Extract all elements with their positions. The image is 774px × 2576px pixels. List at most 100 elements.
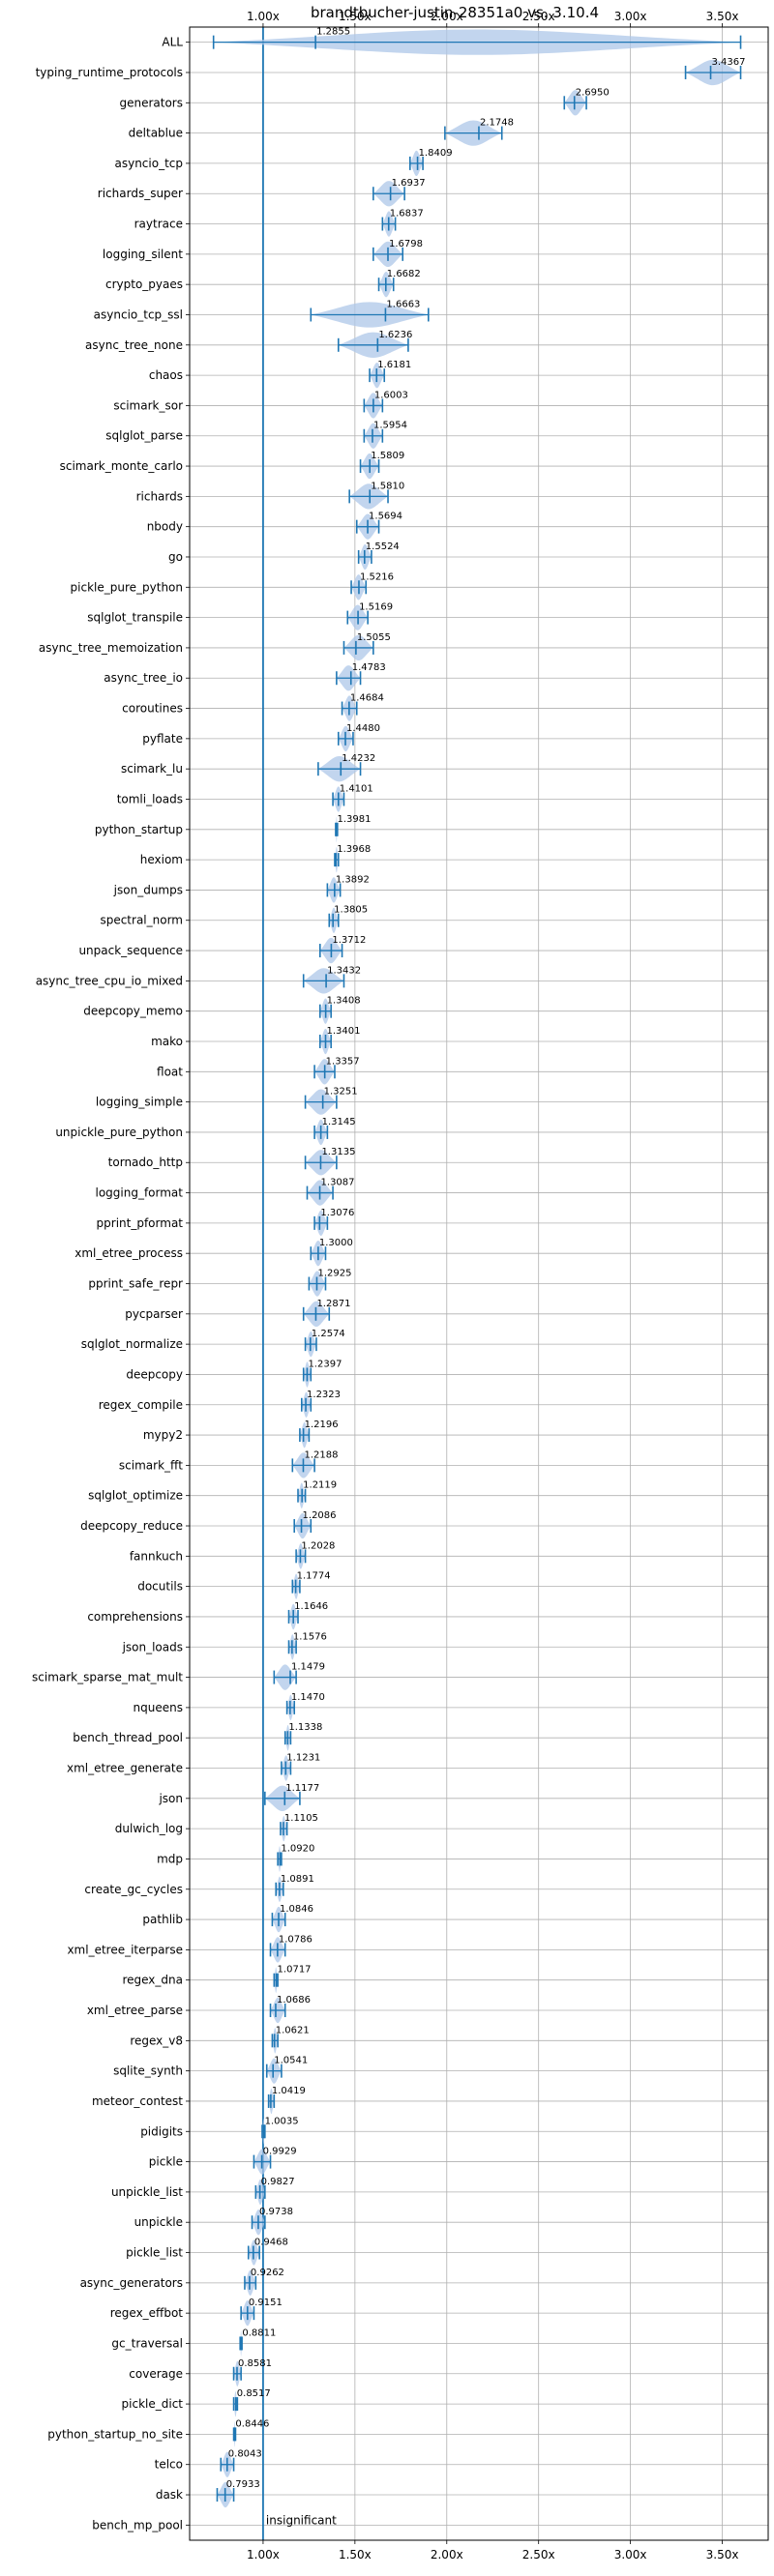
category-label: bench_mp_pool xyxy=(92,2518,183,2532)
value-label: 1.1479 xyxy=(291,1662,325,1673)
value-label: 1.4783 xyxy=(352,662,386,673)
category-label: pprint_safe_repr xyxy=(88,1277,183,1291)
value-label: 1.5169 xyxy=(359,602,393,613)
value-label: 1.3408 xyxy=(327,996,361,1007)
category-label: async_tree_cpu_io_mixed xyxy=(36,974,183,987)
value-label: 1.6682 xyxy=(387,269,421,279)
value-label: 1.3251 xyxy=(324,1087,358,1098)
category-label: json xyxy=(158,1792,183,1805)
value-label: 1.0419 xyxy=(272,2086,306,2096)
category-label: deltablue xyxy=(129,127,183,140)
x-tick-label: 2.00x xyxy=(431,10,463,23)
x-tick-label-bottom: 3.50x xyxy=(706,2548,739,2561)
category-label: telco xyxy=(155,2458,183,2472)
value-label: insignificant xyxy=(266,2513,337,2527)
category-label: unpack_sequence xyxy=(78,944,183,957)
chart-title: brandtbucher-justin-28351a0 vs. 3.10.4 xyxy=(311,4,599,21)
category-label: logging_format xyxy=(95,1186,183,1200)
category-label: mypy2 xyxy=(143,1428,183,1442)
value-label: 1.2574 xyxy=(312,1329,345,1339)
value-label: 1.3076 xyxy=(320,1208,354,1218)
category-label: nqueens xyxy=(134,1701,183,1714)
category-label: json_dumps xyxy=(113,883,183,896)
category-label: hexiom xyxy=(140,853,183,866)
value-label: 1.3712 xyxy=(332,935,366,946)
value-label: 1.4232 xyxy=(342,753,375,764)
category-label: sqlglot_parse xyxy=(105,429,183,443)
value-label: 1.2871 xyxy=(316,1299,350,1309)
category-label: float xyxy=(157,1065,183,1078)
value-label: 1.0920 xyxy=(281,1843,314,1854)
category-label: scimark_monte_carlo xyxy=(60,459,183,473)
category-label: scimark_sor xyxy=(113,398,183,412)
value-label: 1.5694 xyxy=(369,512,402,522)
category-label: meteor_contest xyxy=(92,2094,183,2108)
value-label: 0.8811 xyxy=(242,2327,276,2338)
value-label: 1.0621 xyxy=(276,2025,310,2035)
category-label: pickle_list xyxy=(126,2246,183,2260)
value-label: 1.3357 xyxy=(326,1056,360,1067)
x-tick-label: 1.00x xyxy=(247,10,280,23)
value-label: 1.3145 xyxy=(322,1117,356,1127)
category-label: regex_v8 xyxy=(130,2034,183,2047)
value-label: 1.0786 xyxy=(279,1934,313,1945)
category-label: ALL xyxy=(162,36,183,49)
x-tick-label: 2.50x xyxy=(522,10,555,23)
value-label: 1.1470 xyxy=(291,1692,325,1703)
category-label: bench_thread_pool xyxy=(73,1731,183,1744)
category-label: pprint_pformat xyxy=(97,1216,184,1230)
value-label: 1.2028 xyxy=(301,1540,335,1551)
value-label: 1.2188 xyxy=(304,1449,338,1460)
category-label: unpickle_list xyxy=(111,2185,183,2199)
value-label: 1.1338 xyxy=(288,1722,322,1733)
value-label: 1.4684 xyxy=(350,693,384,704)
x-tick-label: 3.00x xyxy=(614,10,647,23)
data-marks: 1.2855 3.4367 2.6950 2.1748 1.8409 1.6937 1.68… xyxy=(212,27,746,2540)
value-label: 1.4480 xyxy=(346,723,380,734)
value-label: 1.0686 xyxy=(277,1995,311,2005)
x-tick-label-bottom: 1.00x xyxy=(247,2548,280,2561)
value-label: 0.8517 xyxy=(237,2388,271,2399)
category-label: sqlglot_normalize xyxy=(81,1337,183,1351)
category-label: dask xyxy=(156,2488,183,2502)
value-label: 1.3000 xyxy=(319,1238,353,1248)
category-label: python_startup xyxy=(95,823,183,836)
value-label: 1.8409 xyxy=(419,148,453,159)
category-label: async_tree_none xyxy=(85,338,183,352)
value-label: 1.4101 xyxy=(340,783,373,794)
value-label: 1.0717 xyxy=(278,1965,312,1976)
value-label: 0.9262 xyxy=(251,2268,284,2278)
category-label: logging_simple xyxy=(96,1096,183,1109)
value-label: 1.6663 xyxy=(386,299,420,309)
value-label: 2.1748 xyxy=(480,118,514,129)
value-label: 1.2086 xyxy=(303,1510,337,1521)
value-label: 2.6950 xyxy=(576,87,610,98)
value-label: 1.2119 xyxy=(303,1480,337,1491)
category-label: asyncio_tcp_ssl xyxy=(94,307,183,321)
category-label: pyflate xyxy=(142,732,183,746)
value-label: 1.5954 xyxy=(373,421,407,431)
category-label: logging_silent xyxy=(103,248,183,261)
category-label: mako xyxy=(151,1035,183,1048)
category-label: create_gc_cycles xyxy=(84,1883,183,1896)
x-tick-label-bottom: 2.50x xyxy=(522,2548,555,2561)
category-label: xml_etree_parse xyxy=(87,2004,183,2017)
value-label: 1.2196 xyxy=(305,1420,339,1430)
value-label: 1.1576 xyxy=(293,1631,327,1642)
category-label: sqlite_synth xyxy=(113,2064,183,2078)
category-label: richards xyxy=(136,489,183,503)
category-label: regex_compile xyxy=(99,1398,183,1412)
value-label: 1.3401 xyxy=(327,1026,361,1037)
value-label: 1.6937 xyxy=(392,178,426,189)
category-label: scimark_sparse_mat_mult xyxy=(32,1671,183,1684)
value-label: 1.2855 xyxy=(316,27,350,38)
x-tick-label-bottom: 2.00x xyxy=(431,2548,463,2561)
value-label: 1.3892 xyxy=(336,874,370,885)
value-label: 0.7933 xyxy=(226,2479,260,2490)
category-label: tornado_http xyxy=(108,1156,183,1169)
category-label: mdp xyxy=(157,1852,183,1865)
category-label: pycparser xyxy=(125,1307,183,1321)
category-label: pickle xyxy=(149,2155,183,2169)
